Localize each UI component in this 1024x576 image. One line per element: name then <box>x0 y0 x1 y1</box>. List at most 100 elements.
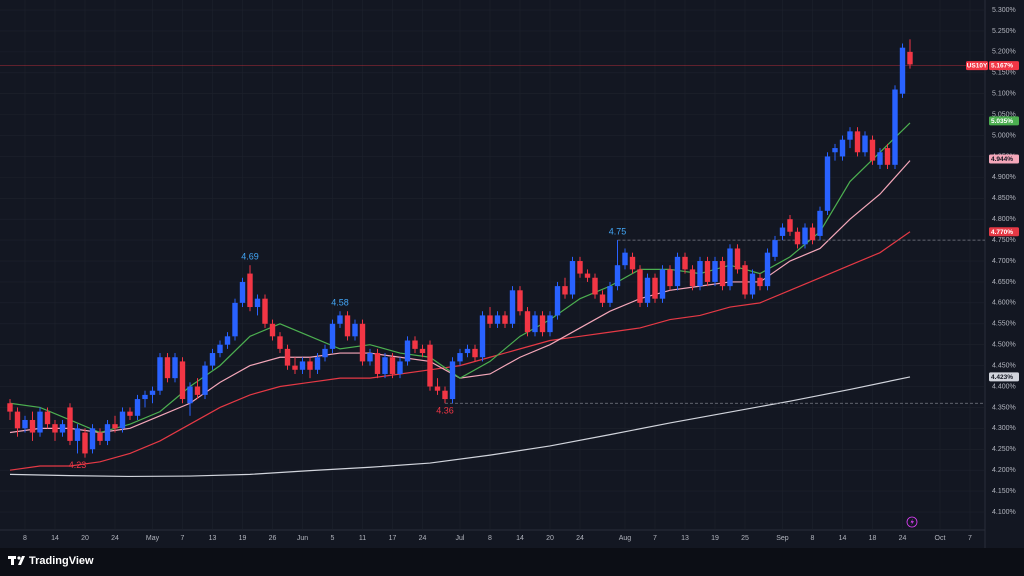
candle-body <box>667 269 673 287</box>
candle-body <box>749 273 756 295</box>
x-tick-label: 17 <box>389 535 397 542</box>
candle-body <box>517 290 523 312</box>
y-tick-label: 4.150% <box>992 488 1016 495</box>
candle-body <box>457 353 463 362</box>
candle-body <box>269 323 276 337</box>
x-tick-label: 24 <box>899 535 907 542</box>
candle-body <box>622 252 628 266</box>
candle-body <box>262 298 268 324</box>
candle-body <box>209 353 216 366</box>
candle-body <box>569 261 576 295</box>
x-tick-label: 14 <box>51 535 59 542</box>
x-tick-label: Sep <box>776 535 789 542</box>
price-label: 5.167% <box>991 63 1013 70</box>
plot-area <box>0 0 985 530</box>
candle-body <box>29 419 36 433</box>
candle-body <box>779 227 786 236</box>
candle-body <box>757 277 763 287</box>
candle-body <box>239 281 246 303</box>
price-label: 5.035% <box>991 118 1013 125</box>
x-tick-label: 13 <box>209 535 217 542</box>
candle-body <box>217 344 223 354</box>
candle-body <box>494 315 501 324</box>
candle-body <box>359 323 366 362</box>
candle-body <box>502 315 508 324</box>
x-tick-label: 8 <box>23 535 27 542</box>
candle-body <box>772 240 778 257</box>
brand-name: TradingView <box>29 555 94 567</box>
y-tick-label: 4.650% <box>992 279 1016 286</box>
candle-body <box>509 290 516 324</box>
candle-body <box>652 277 658 299</box>
candle-body <box>404 340 411 362</box>
candle-body <box>397 361 403 374</box>
candle-body <box>697 261 703 287</box>
x-tick-label: 24 <box>419 535 427 542</box>
candle-body <box>277 336 283 349</box>
y-tick-label: 4.850% <box>992 195 1016 202</box>
symbol-label: US10Y <box>967 63 988 70</box>
candle-body <box>464 348 471 354</box>
candle-body <box>134 399 141 416</box>
candle-body <box>157 357 163 391</box>
candle-body <box>307 361 313 370</box>
candle-body <box>427 344 433 387</box>
candle-body <box>14 411 21 429</box>
candle-body <box>74 428 81 441</box>
brand-logo <box>8 556 25 565</box>
candle-body <box>712 261 718 282</box>
candle-body <box>247 273 253 308</box>
candle-body <box>877 152 883 165</box>
price-annotation: 4.36 <box>436 406 454 416</box>
x-tick-label: 14 <box>839 535 847 542</box>
candle-body <box>179 361 186 400</box>
candle-body <box>614 265 621 287</box>
price-annotation: 4.23 <box>69 460 87 470</box>
x-tick-label: 20 <box>546 535 554 542</box>
candle-body <box>44 411 51 425</box>
candle-body <box>59 424 66 433</box>
candle-body <box>292 365 298 370</box>
price-annotation: 4.69 <box>241 252 259 262</box>
candle-body <box>547 315 553 333</box>
y-tick-label: 4.100% <box>992 509 1016 516</box>
y-tick-label: 5.300% <box>992 7 1016 14</box>
y-tick-label: 5.200% <box>992 49 1016 56</box>
y-tick-label: 4.200% <box>992 467 1016 474</box>
candle-body <box>839 139 846 157</box>
x-tick-label: 14 <box>516 535 524 542</box>
logo-part <box>17 556 21 560</box>
candle-body <box>907 51 913 65</box>
candle-body <box>592 277 598 295</box>
x-tick-label: May <box>146 535 160 542</box>
x-tick-label: 25 <box>741 535 749 542</box>
candle-body <box>172 357 178 379</box>
candle-body <box>112 424 118 429</box>
candle-body <box>389 357 396 374</box>
candle-body <box>164 357 171 379</box>
lightning-icon <box>906 516 918 528</box>
candle-body <box>419 348 426 354</box>
y-tick-label: 4.800% <box>992 216 1016 223</box>
x-tick-label: 24 <box>111 535 119 542</box>
candle-body <box>52 424 58 433</box>
y-tick-label: 5.050% <box>992 111 1016 118</box>
candle-body <box>847 131 853 140</box>
candle-body <box>472 348 478 358</box>
background <box>0 0 1024 548</box>
candle-body <box>554 286 561 316</box>
symbol-label-box <box>966 61 988 71</box>
candle-body <box>127 411 133 416</box>
x-tick-label: 18 <box>869 535 877 542</box>
candle-body <box>802 227 808 245</box>
x-tick-label: Jun <box>297 535 308 542</box>
candle-body <box>637 269 643 303</box>
footer-bar <box>0 548 1024 576</box>
x-tick-label: 20 <box>81 535 89 542</box>
x-tick-label: 7 <box>968 535 972 542</box>
candle-body <box>884 148 891 165</box>
candle-body <box>479 315 486 358</box>
candle-body <box>487 315 493 324</box>
candle-body <box>442 390 448 400</box>
candle-body <box>824 156 831 211</box>
